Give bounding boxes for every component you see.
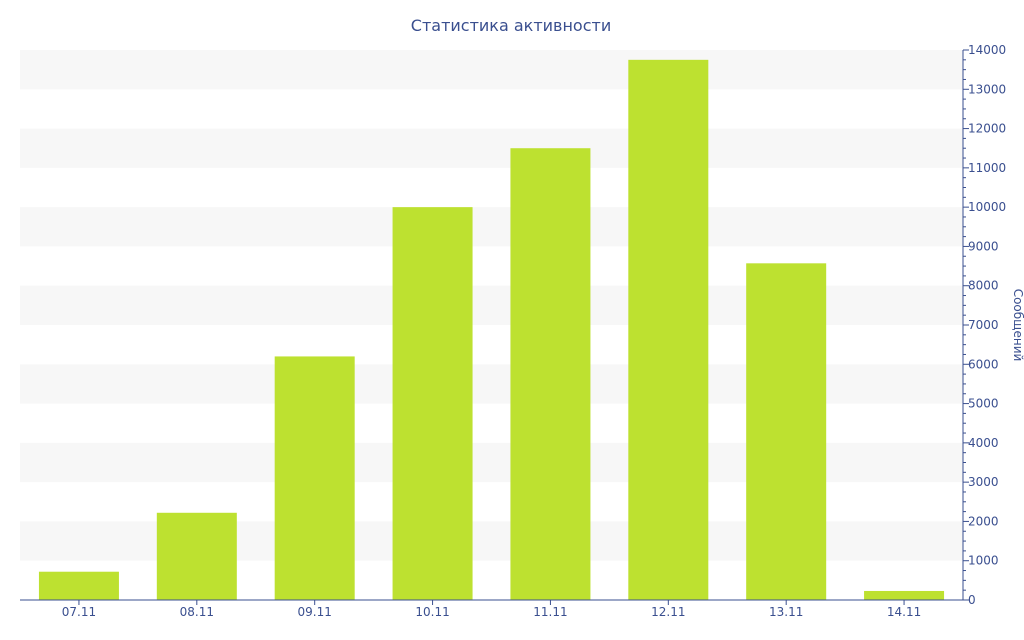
x-tick-label: 12.11 bbox=[651, 605, 685, 619]
y-tick-label: 11000 bbox=[968, 161, 1006, 175]
bar-09.11 bbox=[274, 356, 355, 600]
y-tick-label: 9000 bbox=[968, 239, 999, 253]
y-tick-label: 13000 bbox=[968, 82, 1006, 96]
grid-band bbox=[20, 128, 963, 168]
bar-14.11 bbox=[864, 590, 945, 600]
bar-08.11 bbox=[156, 512, 237, 600]
grid-band bbox=[20, 50, 963, 90]
x-axis-ticks: 07.11 08.11 09.11 10.11 11.11 12.11 13.11 14.11 bbox=[62, 600, 921, 619]
y-tick-label: 7000 bbox=[968, 318, 999, 332]
y-tick-label: 3000 bbox=[968, 475, 999, 489]
y-tick-label: 2000 bbox=[968, 514, 999, 528]
x-tick-label: 08.11 bbox=[180, 605, 214, 619]
x-tick-label: 09.11 bbox=[298, 605, 332, 619]
y-tick-label: 1000 bbox=[968, 554, 999, 568]
y-tick-label: 0 bbox=[968, 593, 976, 607]
y-tick-label: 10000 bbox=[968, 200, 1006, 214]
y-tick-label: 8000 bbox=[968, 279, 999, 293]
x-tick-label: 07.11 bbox=[62, 605, 96, 619]
bar-13.11 bbox=[746, 263, 827, 600]
x-tick-label: 10.11 bbox=[415, 605, 449, 619]
bar-12.11 bbox=[628, 59, 709, 601]
x-tick-label: 11.11 bbox=[533, 605, 567, 619]
y-tick-label: 12000 bbox=[968, 122, 1006, 136]
bar-11.11 bbox=[510, 148, 591, 600]
chart-title: Статистика активности bbox=[411, 16, 611, 35]
y-tick-label: 6000 bbox=[968, 357, 999, 371]
x-tick-label: 14.11 bbox=[887, 605, 921, 619]
y-axis-label: Сообщений bbox=[1011, 289, 1024, 362]
bar-07.11 bbox=[38, 571, 119, 600]
y-tick-label: 14000 bbox=[968, 43, 1006, 57]
bars bbox=[38, 59, 945, 601]
grid-band bbox=[20, 207, 963, 247]
bar-10.11 bbox=[392, 207, 473, 600]
y-tick-label: 5000 bbox=[968, 397, 999, 411]
y-tick-label: 4000 bbox=[968, 436, 999, 450]
x-tick-label: 13.11 bbox=[769, 605, 803, 619]
y-axis-ticks: 0 1000 2000 3000 4000 5000 6000 7000 8000 9000 100… bbox=[963, 43, 1006, 607]
